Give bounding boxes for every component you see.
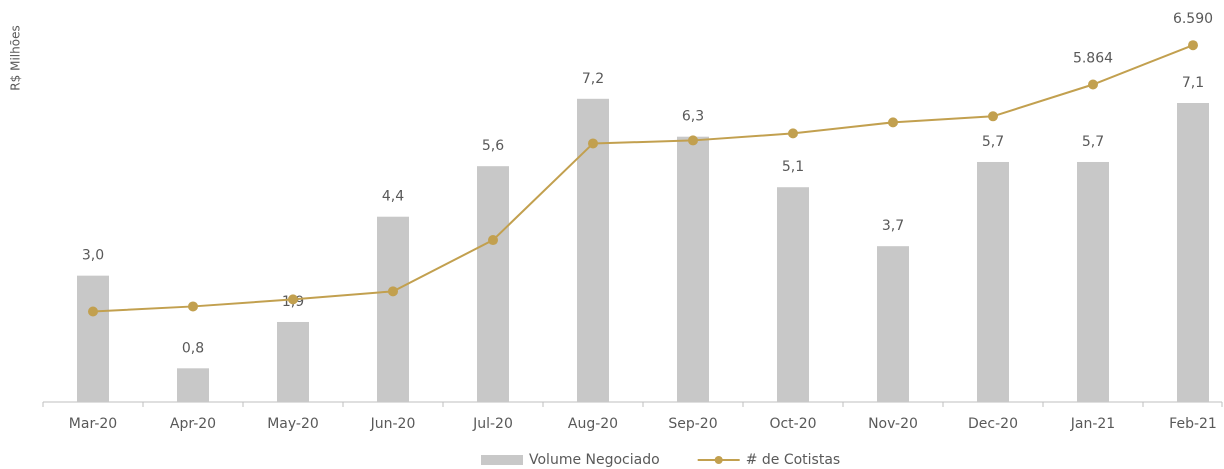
line-point bbox=[388, 286, 398, 297]
x-tick-label: Nov-20 bbox=[868, 416, 918, 432]
data-label: 5,7 bbox=[982, 134, 1004, 150]
data-label: 5.864 bbox=[1073, 51, 1113, 67]
bar bbox=[877, 246, 909, 402]
line-point bbox=[688, 135, 698, 146]
legend-swatch bbox=[481, 455, 523, 465]
bar bbox=[777, 187, 809, 402]
x-tick-label: Jan-21 bbox=[1070, 416, 1115, 432]
x-tick-label: Oct-20 bbox=[769, 416, 816, 432]
data-label: 3,7 bbox=[882, 218, 904, 234]
bar bbox=[677, 136, 709, 402]
line-point bbox=[988, 111, 998, 122]
bar bbox=[377, 216, 409, 402]
x-tick-label: Sep-20 bbox=[668, 416, 717, 432]
y-axis-label: R$ Milhões bbox=[9, 25, 23, 90]
bar bbox=[177, 368, 209, 402]
bar bbox=[1177, 103, 1209, 402]
line-point bbox=[888, 117, 898, 128]
data-label: 6,3 bbox=[682, 109, 704, 125]
x-tick-label: Mar-20 bbox=[69, 416, 117, 432]
line-point bbox=[588, 138, 598, 149]
legend-label: Volume Negociado bbox=[529, 452, 660, 468]
line bbox=[92, 44, 1194, 313]
data-label: 0,8 bbox=[182, 340, 204, 356]
x-tick-label: Aug-20 bbox=[568, 416, 618, 432]
bar bbox=[1077, 161, 1109, 402]
legend-swatch-point bbox=[714, 456, 723, 464]
x-tick-label: Dec-20 bbox=[968, 416, 1018, 432]
line-point bbox=[288, 294, 298, 305]
bar bbox=[277, 321, 309, 402]
data-label: 4,4 bbox=[382, 189, 404, 205]
line-point bbox=[88, 306, 98, 317]
data-label: 7,2 bbox=[582, 71, 604, 87]
data-label: 7,1 bbox=[1182, 75, 1204, 91]
line-point bbox=[188, 301, 198, 312]
bar bbox=[977, 161, 1009, 402]
data-label: 5,6 bbox=[482, 138, 504, 154]
data-label: 5,7 bbox=[1082, 134, 1104, 150]
x-tick-label: Jun-20 bbox=[370, 416, 416, 432]
line-point bbox=[488, 235, 498, 246]
legend-label: # de Cotistas bbox=[746, 452, 841, 468]
line-point bbox=[1088, 79, 1098, 90]
bar bbox=[577, 98, 609, 403]
data-label: 6.590 bbox=[1173, 11, 1213, 27]
x-tick-label: Apr-20 bbox=[170, 416, 216, 432]
bar bbox=[477, 166, 509, 402]
x-tick-label: Feb-21 bbox=[1169, 416, 1217, 432]
data-label: 5,1 bbox=[782, 159, 804, 175]
line-point bbox=[788, 128, 798, 139]
bar bbox=[77, 275, 109, 402]
data-label: 3,0 bbox=[82, 248, 104, 264]
x-tick-label: Jul-20 bbox=[472, 416, 513, 432]
line-point bbox=[1188, 40, 1198, 51]
x-tick-label: May-20 bbox=[267, 416, 319, 432]
